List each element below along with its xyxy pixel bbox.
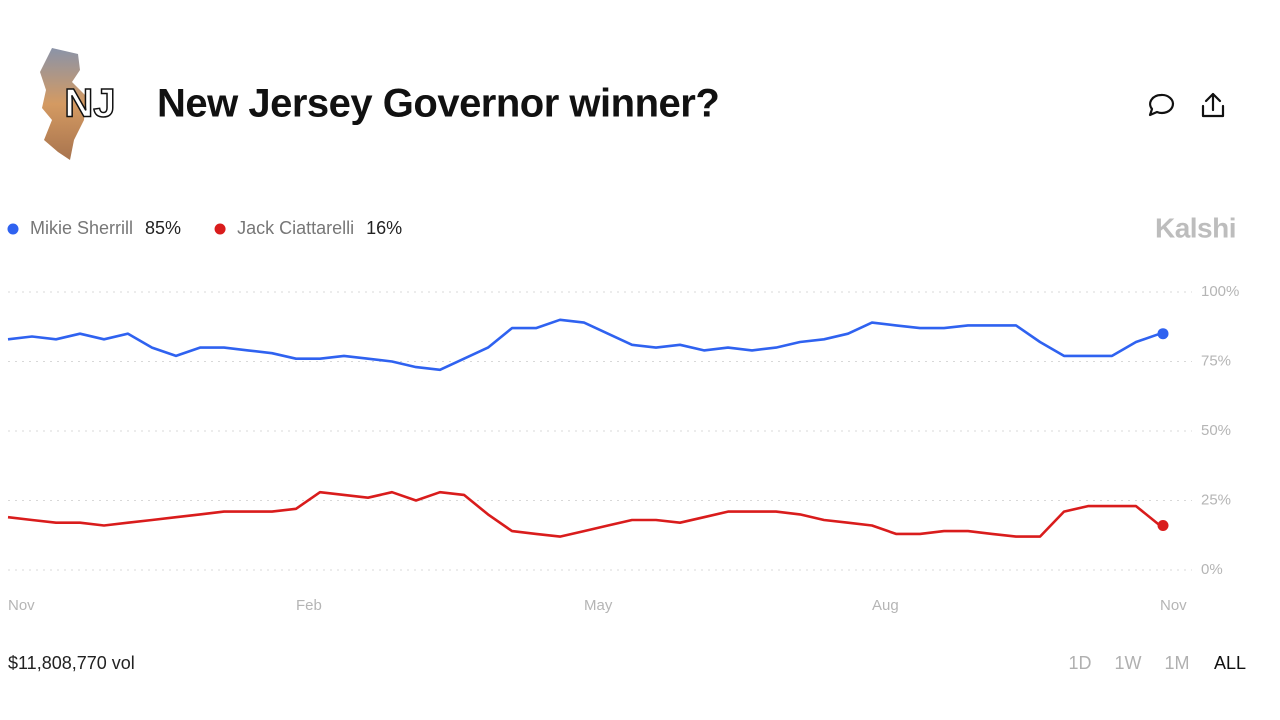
range-button[interactable]: 1D: [1068, 653, 1091, 673]
x-tick-label: Feb: [296, 597, 322, 614]
brand-logo: Kalshi: [1155, 212, 1236, 243]
x-tick-label: Nov: [8, 597, 35, 614]
y-tick-label: 75%: [1201, 352, 1231, 369]
market-title: New Jersey Governor winner?: [157, 82, 719, 126]
series-line: [7, 318, 1161, 372]
plot-area: 0% 25% 50% 75% 100% Nov Feb May Aug Nov: [7, 283, 1239, 614]
y-tick-label: 0%: [1201, 561, 1223, 578]
volume: $11,808,770 vol: [8, 653, 135, 673]
legend-label: Jack Ciattarelli: [237, 218, 354, 238]
range-selector: 1D 1W 1M ALL: [1068, 653, 1246, 673]
legend-value: 16%: [366, 218, 402, 238]
market-logo: NJ: [40, 48, 116, 160]
x-tick-label: May: [584, 597, 613, 614]
y-tick-label: 100%: [1201, 283, 1239, 300]
share-button[interactable]: [1201, 92, 1225, 118]
legend-swatch: [214, 223, 226, 235]
legend-label: Mikie Sherrill: [30, 218, 133, 238]
legend-swatch: [7, 223, 19, 235]
y-tick-label: 50%: [1201, 422, 1231, 439]
range-button[interactable]: ALL: [1214, 653, 1246, 673]
legend-value: 85%: [145, 218, 181, 238]
comment-button[interactable]: [1148, 93, 1175, 117]
x-tick-label: Aug: [872, 597, 899, 614]
series-end-dot: [1157, 328, 1169, 340]
state-shape: [40, 48, 86, 160]
range-button[interactable]: 1W: [1115, 653, 1142, 673]
logo-text: NJ: [64, 82, 115, 126]
series-end-dot: [1157, 520, 1169, 532]
x-tick-label: Nov: [1160, 597, 1187, 614]
y-tick-label: 25%: [1201, 491, 1231, 508]
range-button[interactable]: 1M: [1164, 653, 1189, 673]
series-line: [7, 490, 1161, 538]
legend: Mikie Sherrill 85% Jack Ciattarelli 16%: [7, 218, 402, 238]
